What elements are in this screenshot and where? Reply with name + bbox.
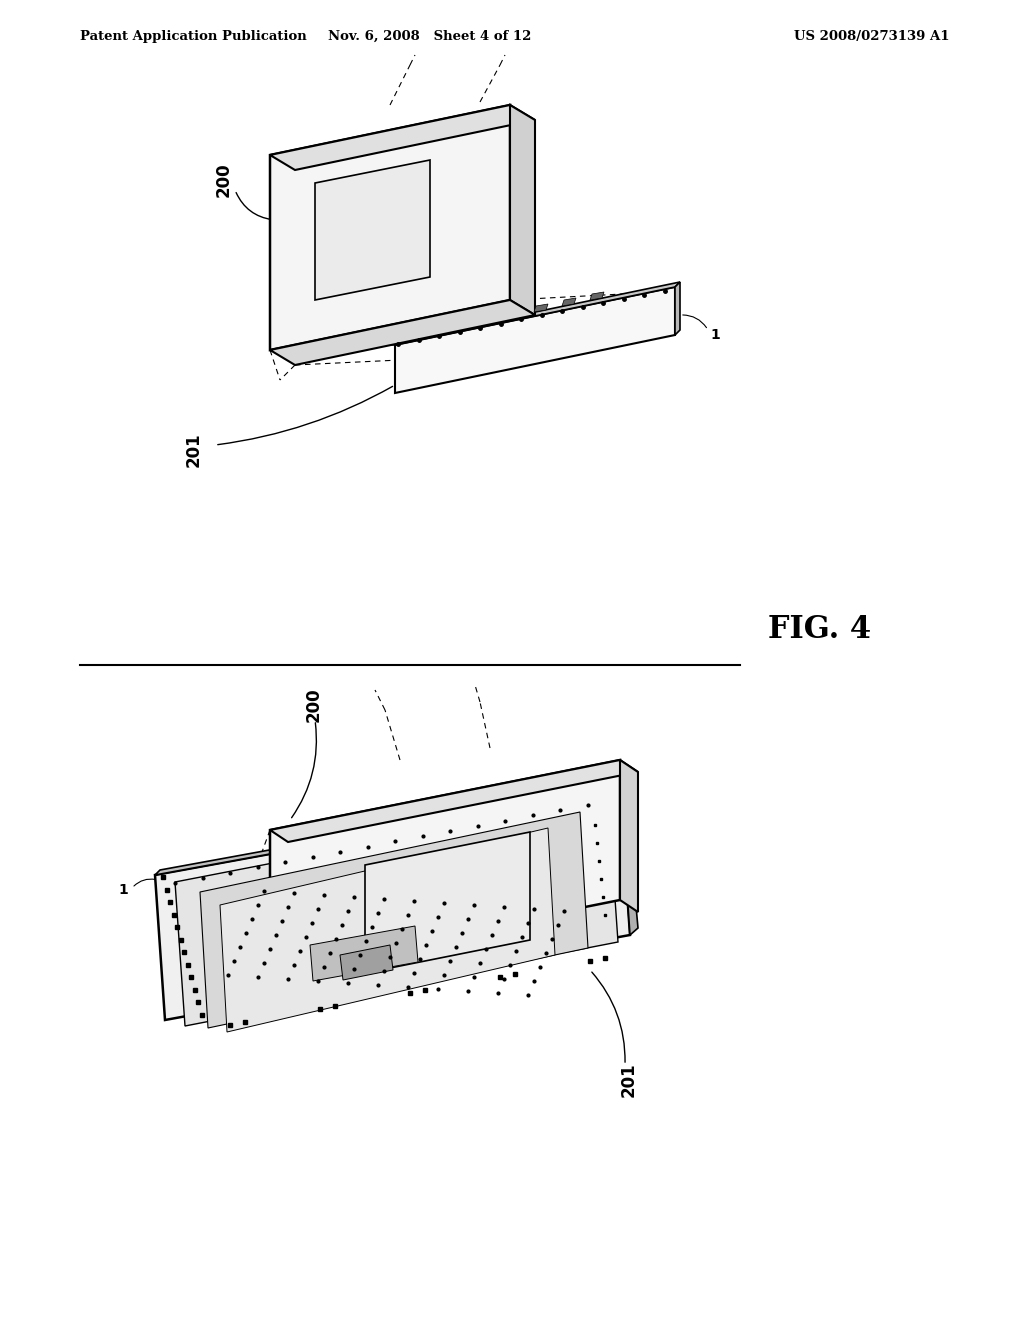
Polygon shape [675,282,680,335]
Text: FIG. 4: FIG. 4 [768,615,871,645]
Polygon shape [620,760,638,912]
Polygon shape [395,286,675,393]
Text: Patent Application Publication: Patent Application Publication [80,30,307,44]
Text: 200: 200 [305,688,323,722]
Text: Nov. 6, 2008   Sheet 4 of 12: Nov. 6, 2008 Sheet 4 of 12 [329,30,531,44]
Polygon shape [315,160,430,300]
Polygon shape [395,282,680,345]
Text: 200: 200 [215,162,233,197]
Polygon shape [510,106,535,315]
Polygon shape [620,785,638,935]
Polygon shape [340,945,393,979]
Polygon shape [175,799,618,1026]
Polygon shape [534,304,548,312]
Polygon shape [270,760,620,970]
Polygon shape [155,785,625,875]
Text: 201: 201 [185,433,203,467]
Polygon shape [200,812,588,1028]
Text: 1: 1 [710,327,720,342]
Polygon shape [562,298,575,306]
Polygon shape [590,292,604,300]
Polygon shape [155,789,630,1020]
Polygon shape [270,300,535,366]
Text: US 2008/0273139 A1: US 2008/0273139 A1 [795,30,950,44]
Polygon shape [365,832,530,973]
Text: 201: 201 [620,1063,638,1097]
Polygon shape [270,106,535,170]
Polygon shape [310,927,418,981]
Polygon shape [270,106,510,350]
Polygon shape [220,828,555,1032]
Polygon shape [270,760,638,842]
Text: 1: 1 [118,883,128,898]
